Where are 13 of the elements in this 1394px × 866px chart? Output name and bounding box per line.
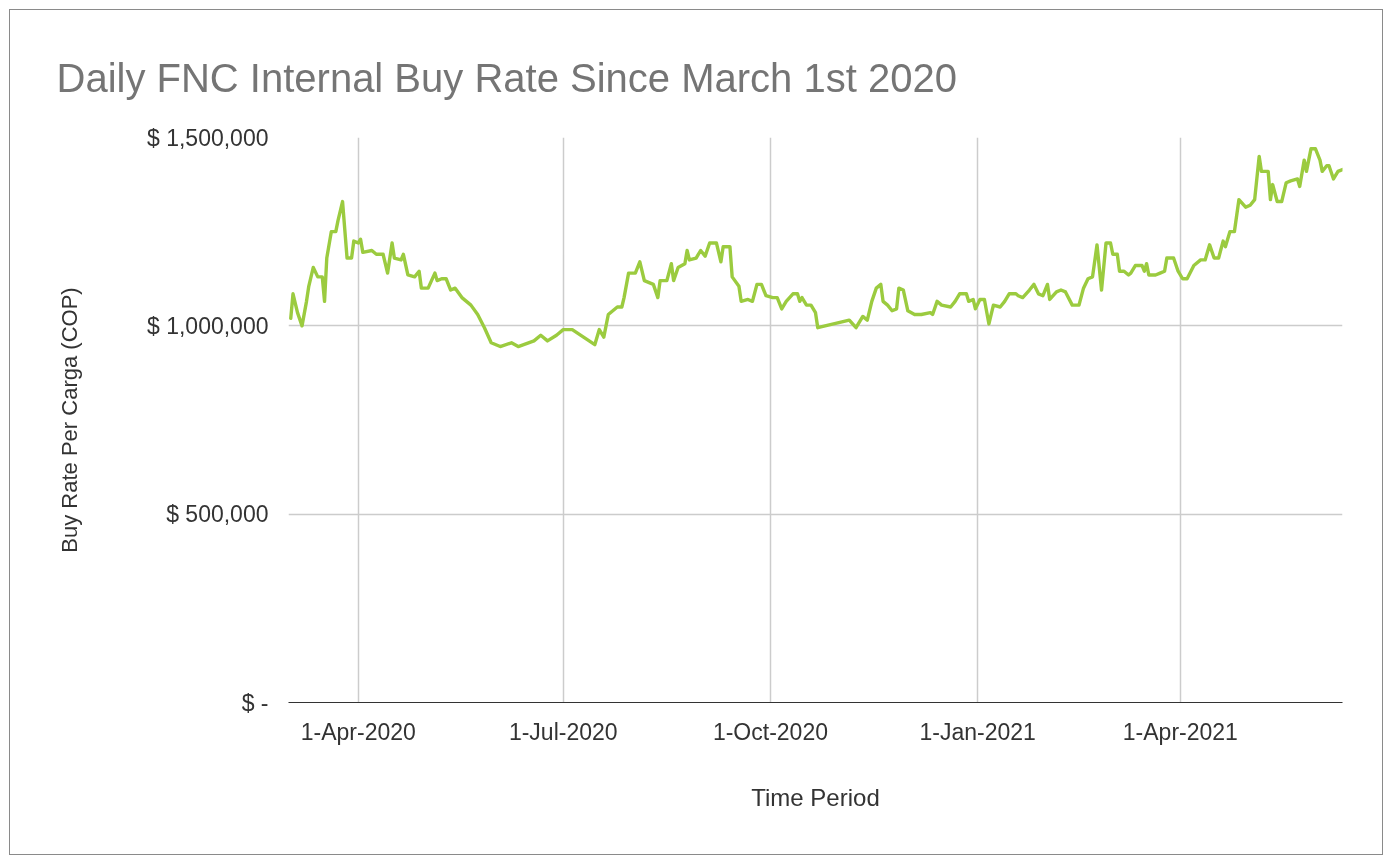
x-tick-label: 1-Jul-2020 xyxy=(508,718,618,745)
chart-title: Daily FNC Internal Buy Rate Since March 1st 2020 xyxy=(56,55,957,100)
y-tick-label: $ - xyxy=(241,689,269,716)
y-axis-title: Buy Rate Per Carga (COP) xyxy=(57,287,82,553)
line-series xyxy=(289,147,1343,349)
y-tick-label: $ 1,500,000 xyxy=(147,124,269,151)
x-tick-label: 1-Apr-2021 xyxy=(1122,718,1238,745)
y-tick-label: $ 500,000 xyxy=(166,501,269,528)
x-tick-label: 1-Oct-2020 xyxy=(712,718,828,745)
x-tick-label: 1-Jan-2021 xyxy=(919,718,1036,745)
x-axis-title: Time Period xyxy=(751,783,880,811)
x-tick-label: 1-Apr-2020 xyxy=(300,718,416,745)
y-tick-label: $ 1,000,000 xyxy=(147,312,269,339)
